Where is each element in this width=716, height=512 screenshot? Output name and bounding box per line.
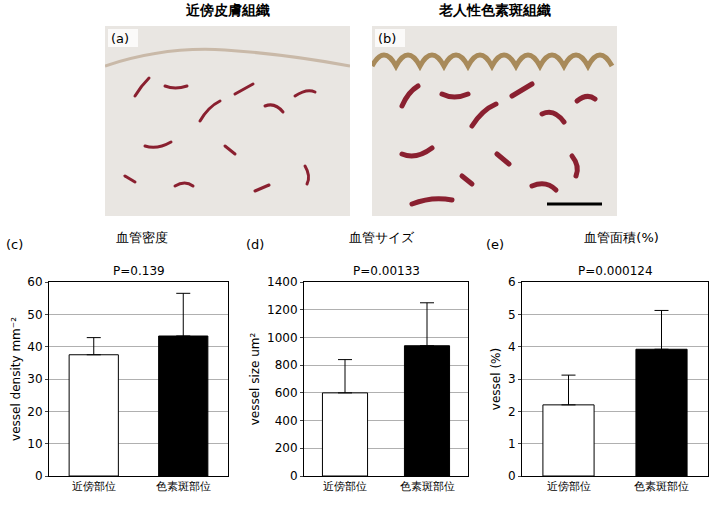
svg-text:400: 400 <box>275 414 298 428</box>
svg-text:色素斑部位: 色素斑部位 <box>156 480 211 493</box>
svg-text:1200: 1200 <box>267 303 298 317</box>
svg-text:(c): (c) <box>6 237 23 252</box>
svg-text:血管密度: 血管密度 <box>116 230 168 245</box>
svg-text:vessel (%): vessel (%) <box>489 348 503 410</box>
svg-text:P=0.000124: P=0.000124 <box>578 264 653 278</box>
svg-text:3: 3 <box>508 372 516 386</box>
svg-text:(b): (b) <box>378 31 396 46</box>
svg-text:(e): (e) <box>486 237 504 252</box>
svg-text:0: 0 <box>35 469 43 483</box>
svg-text:血管サイズ: 血管サイズ <box>349 230 415 245</box>
svg-text:P=0.00133: P=0.00133 <box>353 264 420 278</box>
svg-text:色素斑部位: 色素斑部位 <box>400 480 455 493</box>
svg-text:(d): (d) <box>246 237 264 252</box>
svg-text:近傍部位: 近傍部位 <box>323 480 367 493</box>
svg-text:800: 800 <box>275 358 298 372</box>
svg-text:血管面積(%): 血管面積(%) <box>584 230 659 245</box>
svg-text:50: 50 <box>27 308 42 322</box>
html-text:近傍皮膚組織: 近傍皮膚組織 <box>185 2 270 18</box>
svg-text:200: 200 <box>275 441 298 455</box>
svg-text:vessel density mm⁻²: vessel density mm⁻² <box>9 317 23 441</box>
svg-text:60: 60 <box>27 275 42 289</box>
svg-text:5: 5 <box>508 308 516 322</box>
svg-text:40: 40 <box>27 340 42 354</box>
svg-text:色素斑部位: 色素斑部位 <box>634 480 689 493</box>
svg-text:近傍部位: 近傍部位 <box>72 480 116 493</box>
svg-text:4: 4 <box>508 340 516 354</box>
svg-text:vessel size um²: vessel size um² <box>248 332 262 425</box>
svg-text:P=0.139: P=0.139 <box>113 264 165 278</box>
svg-text:0: 0 <box>290 469 298 483</box>
svg-text:1400: 1400 <box>267 275 298 289</box>
svg-text:1: 1 <box>508 437 516 451</box>
svg-text:0: 0 <box>508 469 516 483</box>
svg-text:近傍部位: 近傍部位 <box>547 480 591 493</box>
svg-text:(a): (a) <box>111 31 129 46</box>
svg-text:600: 600 <box>275 386 298 400</box>
svg-text:1000: 1000 <box>267 331 298 345</box>
svg-text:30: 30 <box>27 372 42 386</box>
svg-text:20: 20 <box>27 405 42 419</box>
svg-text:6: 6 <box>508 275 516 289</box>
svg-text:10: 10 <box>27 437 42 451</box>
svg-text:2: 2 <box>508 405 516 419</box>
html-text:老人性色素斑組織: 老人性色素斑組織 <box>438 2 551 18</box>
